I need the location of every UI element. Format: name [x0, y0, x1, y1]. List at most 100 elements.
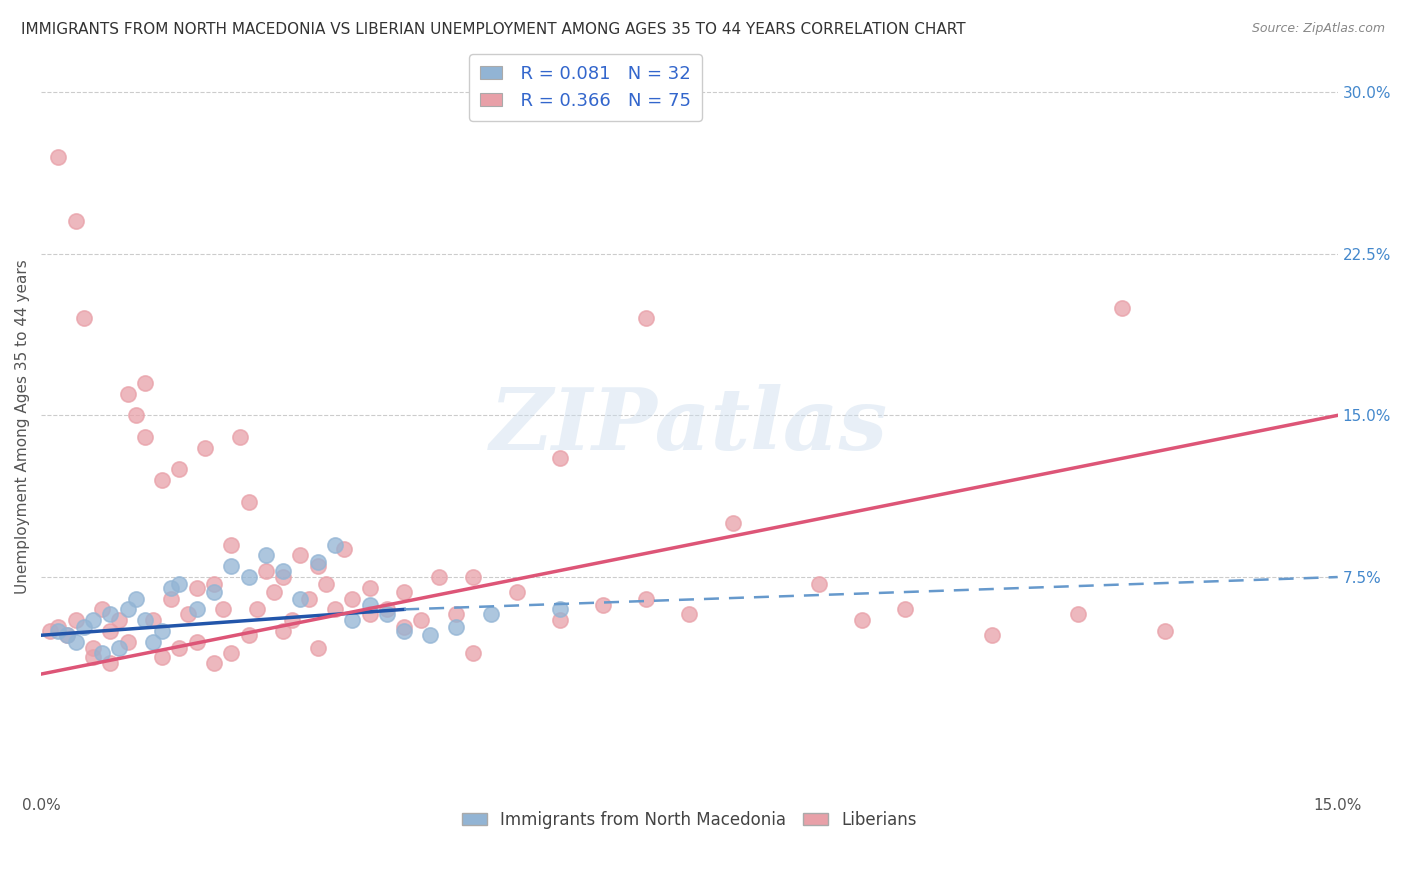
- Point: [463, 646, 485, 660]
- Point: [254, 564, 277, 578]
- Point: [186, 634, 208, 648]
- Point: [290, 591, 312, 606]
- Point: [307, 559, 329, 574]
- Point: [463, 570, 485, 584]
- Point: [219, 538, 242, 552]
- Point: [202, 576, 225, 591]
- Point: [444, 607, 467, 621]
- Point: [65, 214, 87, 228]
- Point: [271, 570, 294, 584]
- Point: [65, 634, 87, 648]
- Text: ZIPatlas: ZIPatlas: [491, 384, 889, 468]
- Point: [419, 628, 441, 642]
- Point: [238, 494, 260, 508]
- Point: [298, 591, 321, 606]
- Point: [479, 607, 502, 621]
- Point: [38, 624, 60, 638]
- Point: [98, 607, 121, 621]
- Point: [307, 641, 329, 656]
- Point: [323, 538, 346, 552]
- Legend: Immigrants from North Macedonia, Liberians: Immigrants from North Macedonia, Liberia…: [456, 805, 924, 836]
- Point: [117, 602, 139, 616]
- Point: [359, 607, 381, 621]
- Point: [444, 620, 467, 634]
- Point: [548, 613, 571, 627]
- Point: [82, 613, 104, 627]
- Point: [307, 555, 329, 569]
- Point: [82, 641, 104, 656]
- Y-axis label: Unemployment Among Ages 35 to 44 years: Unemployment Among Ages 35 to 44 years: [15, 259, 30, 593]
- Point: [56, 628, 79, 642]
- Point: [392, 585, 415, 599]
- Point: [254, 549, 277, 563]
- Point: [678, 607, 700, 621]
- Point: [1111, 301, 1133, 315]
- Point: [108, 641, 131, 656]
- Point: [169, 576, 191, 591]
- Point: [592, 598, 614, 612]
- Point: [134, 613, 156, 627]
- Point: [281, 613, 304, 627]
- Point: [894, 602, 917, 616]
- Point: [411, 613, 433, 627]
- Point: [48, 620, 70, 634]
- Point: [202, 585, 225, 599]
- Point: [721, 516, 744, 530]
- Point: [636, 591, 658, 606]
- Point: [98, 624, 121, 638]
- Point: [505, 585, 527, 599]
- Point: [98, 657, 121, 671]
- Point: [142, 634, 165, 648]
- Text: IMMIGRANTS FROM NORTH MACEDONIA VS LIBERIAN UNEMPLOYMENT AMONG AGES 35 TO 44 YEA: IMMIGRANTS FROM NORTH MACEDONIA VS LIBER…: [21, 22, 966, 37]
- Point: [142, 613, 165, 627]
- Point: [290, 549, 312, 563]
- Point: [48, 150, 70, 164]
- Point: [1067, 607, 1090, 621]
- Point: [238, 570, 260, 584]
- Point: [211, 602, 233, 616]
- Point: [359, 598, 381, 612]
- Point: [427, 570, 450, 584]
- Point: [392, 620, 415, 634]
- Point: [392, 624, 415, 638]
- Point: [548, 602, 571, 616]
- Point: [1153, 624, 1175, 638]
- Point: [229, 430, 252, 444]
- Point: [48, 624, 70, 638]
- Point: [150, 624, 173, 638]
- Point: [117, 386, 139, 401]
- Point: [359, 581, 381, 595]
- Point: [342, 613, 364, 627]
- Point: [169, 462, 191, 476]
- Point: [56, 628, 79, 642]
- Point: [159, 581, 181, 595]
- Point: [125, 591, 148, 606]
- Point: [375, 607, 398, 621]
- Point: [186, 581, 208, 595]
- Point: [202, 657, 225, 671]
- Point: [219, 559, 242, 574]
- Point: [342, 591, 364, 606]
- Point: [159, 591, 181, 606]
- Point: [108, 613, 131, 627]
- Point: [263, 585, 285, 599]
- Point: [219, 646, 242, 660]
- Point: [169, 641, 191, 656]
- Point: [271, 564, 294, 578]
- Point: [238, 628, 260, 642]
- Point: [980, 628, 1002, 642]
- Point: [73, 311, 96, 326]
- Point: [90, 646, 112, 660]
- Point: [134, 430, 156, 444]
- Point: [125, 409, 148, 423]
- Point: [186, 602, 208, 616]
- Point: [150, 649, 173, 664]
- Point: [548, 451, 571, 466]
- Point: [332, 541, 354, 556]
- Point: [194, 441, 217, 455]
- Point: [177, 607, 200, 621]
- Point: [73, 620, 96, 634]
- Point: [90, 602, 112, 616]
- Point: [323, 602, 346, 616]
- Point: [117, 634, 139, 648]
